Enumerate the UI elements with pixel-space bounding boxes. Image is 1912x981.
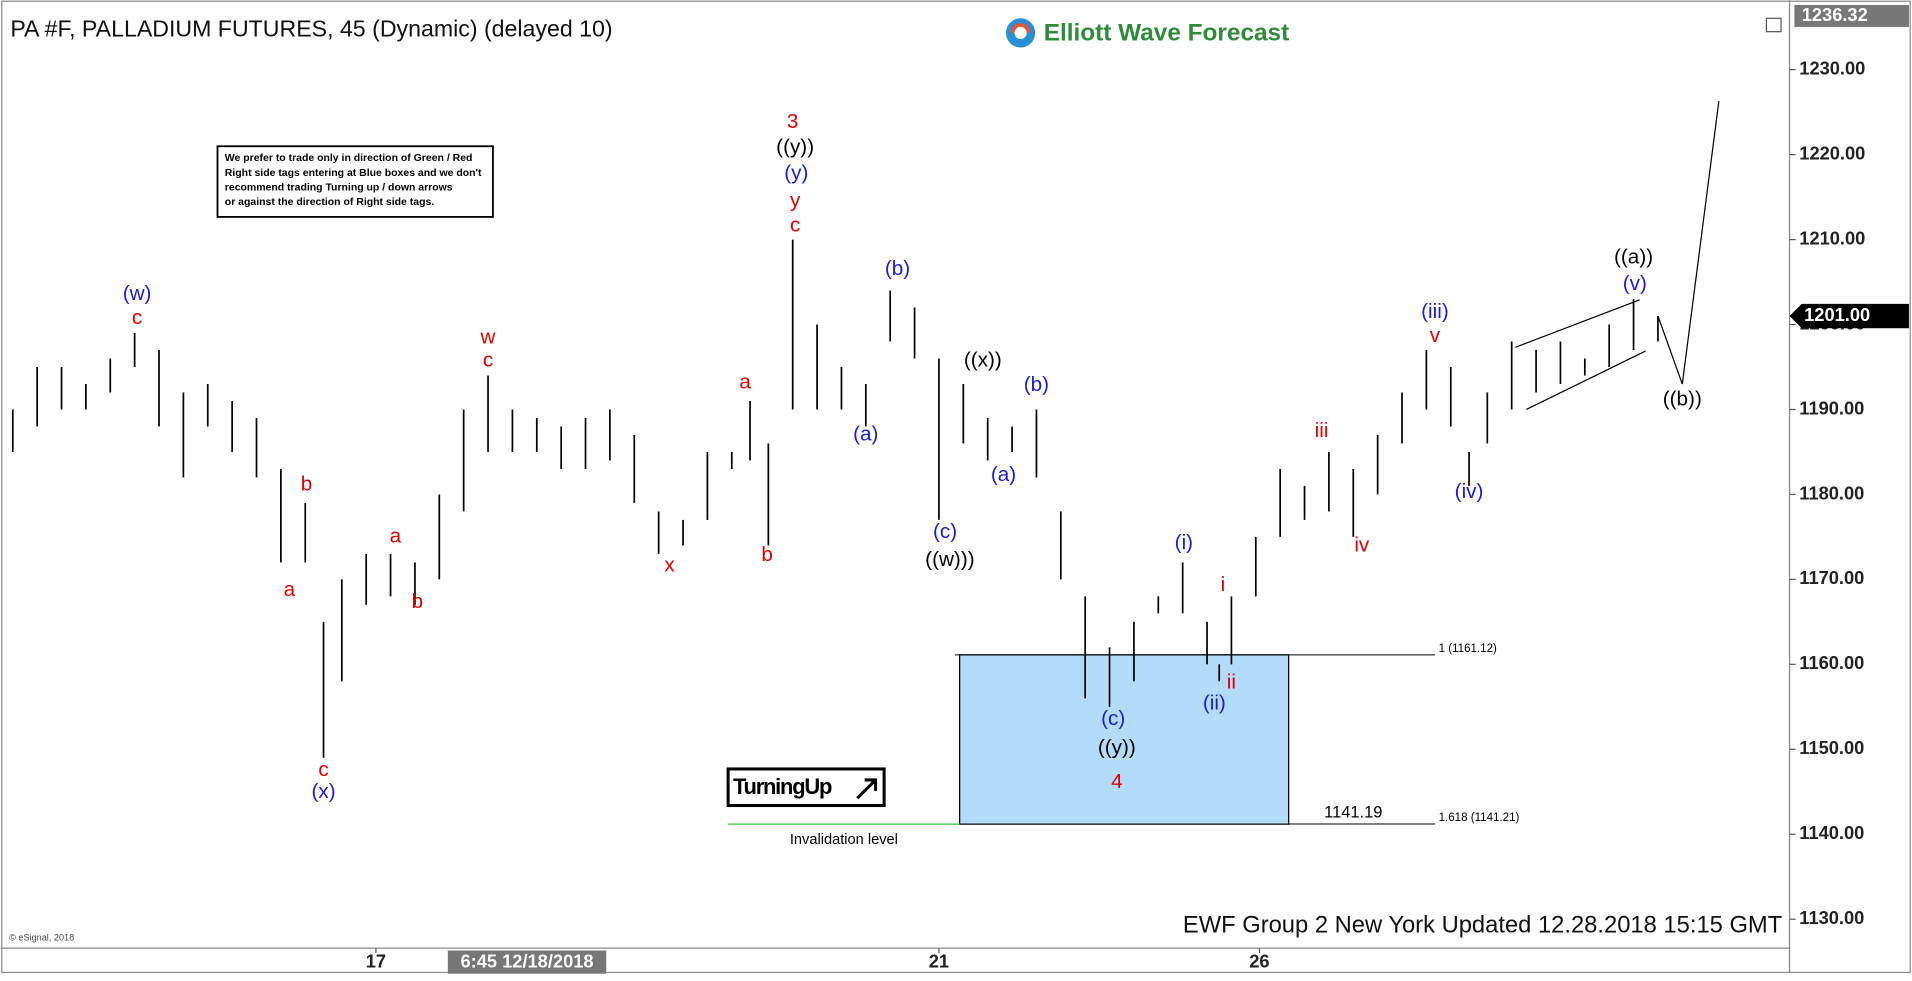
wave-label: ((x)) — [964, 349, 1002, 372]
wave-label: (c) — [933, 520, 957, 543]
y-tick-label: 1170.00 — [1799, 567, 1864, 588]
x-tick-label: 17 — [366, 951, 386, 972]
chart-title: PA #F, PALLADIUM FUTURES, 45 (Dynamic) (… — [10, 16, 612, 42]
y-tick-label: 1160.00 — [1799, 652, 1864, 673]
projection-path — [1657, 101, 1720, 385]
y-tick-label: 1140.00 — [1799, 822, 1864, 843]
wave-label: c — [132, 306, 142, 329]
last-price-label: 1201.00 — [1804, 304, 1870, 325]
channel-line — [1526, 350, 1647, 411]
badge-text: TurningUp — [733, 774, 832, 799]
wave-label: ii — [1227, 671, 1236, 694]
wave-label: w — [480, 326, 496, 349]
wave-label: ((y)) — [1098, 736, 1136, 759]
top-price-label: 1236.32 — [1802, 4, 1868, 25]
last-price-tag — [1789, 303, 1909, 329]
note-box: We prefer to trade only in direction of … — [216, 145, 494, 218]
copyright: © eSignal, 2018 — [9, 933, 74, 943]
wave-label: (w) — [123, 282, 152, 305]
x-cursor-label: 6:45 12/18/2018 — [461, 951, 594, 972]
note-line: or against the direction of Right side t… — [225, 197, 434, 208]
logo-text: Elliott Wave Forecast — [1044, 20, 1289, 47]
wave-label: a — [739, 371, 751, 394]
wave-label: ((w))) — [925, 548, 974, 571]
wave-label: (b) — [885, 257, 910, 280]
y-tick-label: 1180.00 — [1799, 482, 1864, 503]
target-zone — [959, 654, 1290, 825]
wave-label: a — [390, 524, 402, 547]
top-price-tag — [1794, 5, 1909, 27]
plot-area: 1 (1161.12) 1.618 (1141.21) Invalidation l… — [11, 101, 1720, 848]
wave-label: c — [790, 213, 800, 236]
wave-label: (a) — [991, 463, 1016, 486]
wave-label: a — [284, 578, 296, 601]
y-tick-label: 1220.00 — [1799, 142, 1865, 163]
wave-label: i — [1221, 573, 1226, 596]
wave-label: ((y)) — [776, 135, 814, 158]
wave-label: (i) — [1175, 531, 1193, 554]
wave-label: (c) — [1101, 707, 1125, 730]
badge-arrow — [856, 778, 878, 800]
zone-value-label: 1141.19 — [1324, 804, 1382, 822]
note-frame — [216, 145, 494, 218]
wave-label: (iii) — [1421, 300, 1449, 323]
wave-label: (v) — [1623, 272, 1647, 295]
wave-label: (y) — [784, 162, 808, 185]
x-tick-label: 21 — [929, 951, 949, 972]
wave-label: b — [412, 590, 424, 613]
wave-label: 4 — [1111, 770, 1123, 793]
wave-label: (iv) — [1455, 480, 1484, 503]
wave-label: (ii) — [1203, 692, 1226, 715]
fib-label: 1.618 (1141.21) — [1439, 812, 1520, 824]
y-tick-label: 1230.00 — [1799, 57, 1865, 78]
fib-label: 1 (1161.12) — [1439, 643, 1497, 655]
wave-label: ((b)) — [1663, 388, 1702, 411]
turning-up-badge: TurningUp — [726, 767, 886, 808]
wave-label: (b) — [1024, 373, 1049, 396]
wave-label: (a) — [853, 422, 878, 445]
wave-label: b — [301, 473, 313, 496]
y-tick-label: 1190.00 — [1799, 397, 1864, 418]
badge-frame — [726, 767, 886, 808]
note-line: We prefer to trade only in direction of … — [225, 153, 473, 164]
y-tick-label: 1210.00 — [1799, 227, 1865, 248]
wave-label: y — [790, 189, 801, 212]
x-cursor-tag — [447, 950, 607, 974]
wave-label: b — [761, 543, 773, 566]
logo: Elliott Wave Forecast — [1005, 18, 1289, 48]
axes: 1130.00 1140.00 1150.00 1160.00 1170.00 1180.… — [366, 4, 1909, 974]
channel — [1515, 299, 1647, 411]
logo-icon-part — [1014, 26, 1027, 39]
wave-label: v — [1430, 324, 1441, 347]
wave-label: 3 — [787, 110, 799, 133]
x-tick-label: 26 — [1249, 951, 1269, 972]
wave-label: ((a)) — [1614, 246, 1653, 269]
y-tick-label: 1130.00 — [1799, 907, 1864, 928]
wave-label: iii — [1315, 419, 1329, 442]
wave-label: x — [664, 553, 675, 576]
wave-label: iv — [1354, 534, 1370, 557]
wave-label: (x) — [311, 780, 335, 803]
wave-label: c — [318, 758, 328, 781]
y-tick-label: 1150.00 — [1799, 737, 1864, 758]
note-line: Right side tags entering at Blue boxes a… — [225, 168, 482, 179]
invalidation-label: Invalidation level — [790, 832, 898, 848]
footer: EWF Group 2 New York Updated 12.28.2018 … — [1183, 911, 1782, 938]
window-icon — [1765, 17, 1782, 33]
wave-label: c — [483, 349, 493, 372]
note-line: recommend trading Turning up / down arro… — [225, 182, 453, 193]
channel-line — [1515, 299, 1640, 348]
